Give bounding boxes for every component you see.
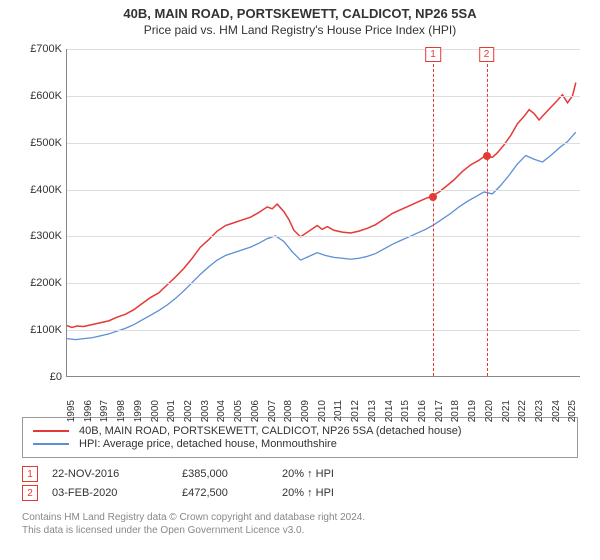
x-axis-tick: 2020 (484, 400, 495, 430)
sale-marker-label: 1 (425, 47, 441, 62)
sale-price: £385,000 (182, 468, 282, 480)
sale-date: 22-NOV-2016 (52, 468, 182, 480)
x-axis-tick: 2008 (283, 400, 294, 430)
x-axis-tick: 2009 (300, 400, 311, 430)
sale-marker-line (487, 49, 488, 376)
x-axis-tick: 2024 (551, 400, 562, 430)
x-axis-tick: 2001 (166, 400, 177, 430)
sale-index-badge: 1 (22, 466, 38, 482)
x-axis-tick: 2003 (200, 400, 211, 430)
x-axis-tick: 2000 (150, 400, 161, 430)
sale-row: 2 03-FEB-2020£472,50020% ↑ HPI (22, 485, 578, 501)
x-axis-tick: 2014 (384, 400, 395, 430)
y-axis-tick: £700K (12, 43, 62, 55)
x-axis-tick: 1999 (133, 400, 144, 430)
x-axis-tick: 1995 (66, 400, 77, 430)
sale-marker-line (433, 49, 434, 376)
x-axis-tick: 1997 (99, 400, 110, 430)
x-axis-tick: 2019 (467, 400, 478, 430)
sale-vs-hpi: 20% ↑ HPI (282, 487, 372, 499)
line-series (67, 83, 576, 328)
legend-swatch (33, 443, 69, 445)
y-axis-tick: £300K (12, 230, 62, 242)
footer-line-1: Contains HM Land Registry data © Crown c… (22, 511, 578, 524)
x-axis-tick: 2004 (216, 400, 227, 430)
x-axis-tick: 2007 (267, 400, 278, 430)
sale-marker-point (483, 152, 491, 160)
chart-container: 40B, MAIN ROAD, PORTSKEWETT, CALDICOT, N… (0, 0, 600, 537)
x-axis-tick: 2002 (183, 400, 194, 430)
y-axis-tick: £500K (12, 137, 62, 149)
x-axis-tick: 1996 (83, 400, 94, 430)
x-axis-tick: 2006 (250, 400, 261, 430)
x-axis-tick: 2013 (367, 400, 378, 430)
x-axis-tick: 2022 (517, 400, 528, 430)
x-axis-tick: 2021 (501, 400, 512, 430)
x-axis-tick: 1998 (116, 400, 127, 430)
sale-index-badge: 2 (22, 485, 38, 501)
legend-swatch (33, 430, 69, 432)
sales-table: 1 22-NOV-2016£385,00020% ↑ HPI 2 03-FEB-202… (22, 466, 578, 501)
y-axis-tick: £600K (12, 90, 62, 102)
x-axis-tick: 2025 (567, 400, 578, 430)
x-axis-tick: 2023 (534, 400, 545, 430)
footer-line-2: This data is licensed under the Open Gov… (22, 524, 578, 537)
sale-row: 1 22-NOV-2016£385,00020% ↑ HPI (22, 466, 578, 482)
sale-vs-hpi: 20% ↑ HPI (282, 468, 372, 480)
x-axis-tick: 2011 (333, 400, 344, 430)
sale-date: 03-FEB-2020 (52, 487, 182, 499)
sale-marker-point (429, 193, 437, 201)
x-axis-tick: 2016 (417, 400, 428, 430)
footer-attribution: Contains HM Land Registry data © Crown c… (22, 511, 578, 537)
x-axis-tick: 2005 (233, 400, 244, 430)
legend-item: HPI: Average price, detached house, Monm… (33, 438, 567, 450)
legend-label: HPI: Average price, detached house, Monm… (79, 438, 337, 450)
y-axis-tick: £200K (12, 277, 62, 289)
y-axis-tick: £100K (12, 324, 62, 336)
chart-area: £0 £100K £200K £300K £400K £500K £600K £700K 1 2… (12, 43, 588, 411)
chart-title: 40B, MAIN ROAD, PORTSKEWETT, CALDICOT, N… (0, 6, 600, 21)
sale-marker-label: 2 (479, 47, 495, 62)
x-axis-tick: 2010 (317, 400, 328, 430)
x-axis-tick: 2015 (400, 400, 411, 430)
y-axis-tick: £400K (12, 184, 62, 196)
chart-subtitle: Price paid vs. HM Land Registry's House … (0, 23, 600, 37)
x-axis-tick: 2018 (450, 400, 461, 430)
x-axis-tick: 2012 (350, 400, 361, 430)
x-axis-tick: 2017 (434, 400, 445, 430)
y-axis-tick: £0 (12, 371, 62, 383)
sale-price: £472,500 (182, 487, 282, 499)
